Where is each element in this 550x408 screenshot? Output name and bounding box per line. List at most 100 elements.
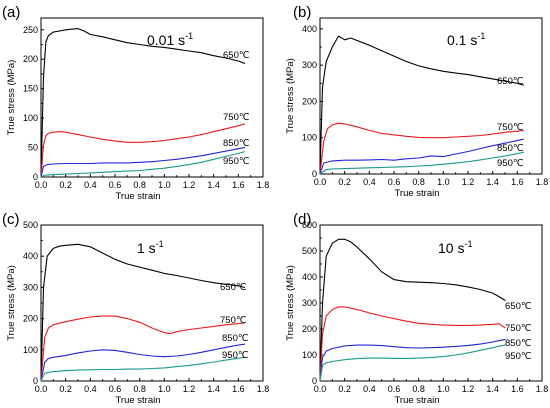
x-tick-label: 1.2	[462, 384, 475, 394]
x-tick-label: 1.4	[486, 177, 499, 187]
x-tick-label: 0.8	[133, 384, 146, 394]
series-line-650℃	[319, 35, 525, 175]
x-tick-label: 1.8	[536, 384, 549, 394]
x-tick-label: 0.6	[109, 180, 122, 190]
y-tick-label: 300	[23, 282, 38, 292]
x-tick-label: 1.2	[183, 384, 196, 394]
x-tick-label: 0.0	[35, 384, 48, 394]
x-tick-label: 1.0	[158, 180, 171, 190]
x-tick-label: 1.2	[183, 180, 196, 190]
x-tick-label: 0.6	[388, 384, 401, 394]
y-axis-label: True stress (MPa)	[6, 60, 17, 136]
x-axis-label: True strain	[115, 191, 160, 202]
y-tick-label: 0	[312, 169, 317, 179]
y-axis-label: True stress (MPa)	[285, 58, 296, 134]
series-line-950℃	[40, 151, 246, 178]
series-label: 650℃	[223, 50, 250, 61]
series-line-750℃	[40, 123, 246, 178]
series-line-750℃	[40, 315, 246, 382]
y-axis-label: True stress (MPa)	[6, 265, 17, 341]
series-line-950℃	[319, 151, 525, 175]
series-label: 950℃	[222, 350, 249, 361]
y-tick-label: 50	[28, 143, 38, 153]
x-tick-label: 0.2	[338, 384, 351, 394]
series-label: 650℃	[220, 282, 247, 293]
y-tick-label: 300	[302, 298, 317, 308]
panel-label: (c)	[2, 211, 20, 228]
series-line-850℃	[319, 338, 506, 382]
series-label: 750℃	[223, 112, 250, 123]
panel-label: (a)	[2, 4, 20, 21]
series-line-650℃	[40, 28, 246, 178]
series-line-750℃	[319, 122, 525, 175]
x-tick-label: 0.0	[35, 180, 48, 190]
x-tick-label: 0.2	[59, 384, 72, 394]
y-tick-label: 100	[23, 113, 38, 123]
chart-panel-1: 0.0 0.2 0.4 0.6 0.8 1.0 1.2 1.4 1.6 1.8 0 100 200 300…	[285, 4, 548, 199]
x-tick-label: 1.6	[511, 177, 524, 187]
x-tick-label: 0.4	[363, 384, 376, 394]
x-tick-label: 1.4	[486, 384, 499, 394]
y-tick-label: 400	[302, 24, 317, 34]
chart-panel-0: 0.0 0.2 0.4 0.6 0.8 1.0 1.2 1.4 1.6 1.8 0 50 100 150 2…	[2, 4, 269, 202]
series-line-650℃	[40, 243, 246, 382]
x-axis-label: True strain	[394, 395, 439, 406]
strain-rate-label: 0.01 s-1	[147, 31, 193, 48]
y-tick-label: 0	[33, 172, 38, 182]
x-tick-label: 1.6	[232, 384, 245, 394]
strain-rate-label: 0.1 s-1	[447, 31, 485, 48]
strain-rate-exponent: -1	[185, 31, 193, 41]
series-label: 950℃	[505, 351, 532, 362]
x-tick-label: 1.8	[536, 177, 549, 187]
strain-rate-exponent: -1	[477, 31, 485, 41]
x-tick-label: 0.2	[59, 180, 72, 190]
x-tick-label: 0.0	[314, 384, 327, 394]
y-tick-label: 300	[302, 60, 317, 70]
series-line-950℃	[40, 356, 246, 382]
y-tick-label: 200	[302, 324, 317, 334]
y-tick-label: 500	[302, 246, 317, 256]
series-label: 650℃	[505, 301, 532, 312]
chart-panel-2: 0.0 0.2 0.4 0.6 0.8 1.0 1.2 1.4 1.6 1.8 0 100 200 300…	[2, 211, 269, 406]
series-label: 850℃	[223, 138, 250, 149]
x-tick-label: 1.0	[437, 384, 450, 394]
y-tick-label: 100	[23, 345, 38, 355]
x-tick-label: 1.6	[511, 384, 524, 394]
series-label: 850℃	[222, 333, 249, 344]
series-line-650℃	[319, 238, 506, 382]
x-tick-label: 0.8	[133, 180, 146, 190]
strain-rate-label: 1 s-1	[137, 239, 164, 256]
y-tick-label: 150	[23, 84, 38, 94]
panel-label: (b)	[293, 4, 311, 21]
series-label: 750℃	[497, 122, 524, 133]
y-tick-label: 0	[312, 376, 317, 386]
panel-label: (d)	[293, 211, 311, 228]
x-tick-label: 1.0	[437, 177, 450, 187]
x-tick-label: 0.8	[412, 177, 425, 187]
series-line-850℃	[319, 138, 525, 175]
y-tick-label: 500	[23, 220, 38, 230]
y-tick-label: 200	[23, 54, 38, 64]
chart-panel-3: 0.0 0.2 0.4 0.6 0.8 1.0 1.2 1.4 1.6 1.8 0 100 200 300…	[285, 211, 548, 406]
series-label: 850℃	[497, 143, 524, 154]
y-tick-label: 200	[23, 314, 38, 324]
series-line-950℃	[319, 344, 506, 382]
x-tick-label: 0.0	[314, 177, 327, 187]
x-tick-label: 0.6	[388, 177, 401, 187]
y-tick-label: 600	[302, 220, 317, 230]
y-tick-label: 100	[302, 350, 317, 360]
series-label: 750℃	[505, 323, 532, 334]
series-label: 750℃	[220, 315, 247, 326]
x-axis-label: True strain	[115, 395, 160, 406]
series-line-850℃	[40, 343, 246, 382]
x-tick-label: 1.8	[257, 180, 270, 190]
strain-rate-exponent: -1	[156, 239, 164, 249]
y-tick-label: 0	[33, 376, 38, 386]
series-label: 850℃	[505, 338, 532, 349]
x-tick-label: 1.6	[232, 180, 245, 190]
x-tick-label: 1.4	[207, 384, 220, 394]
x-tick-label: 0.2	[338, 177, 351, 187]
x-tick-label: 0.8	[412, 384, 425, 394]
series-label: 950℃	[223, 156, 250, 167]
